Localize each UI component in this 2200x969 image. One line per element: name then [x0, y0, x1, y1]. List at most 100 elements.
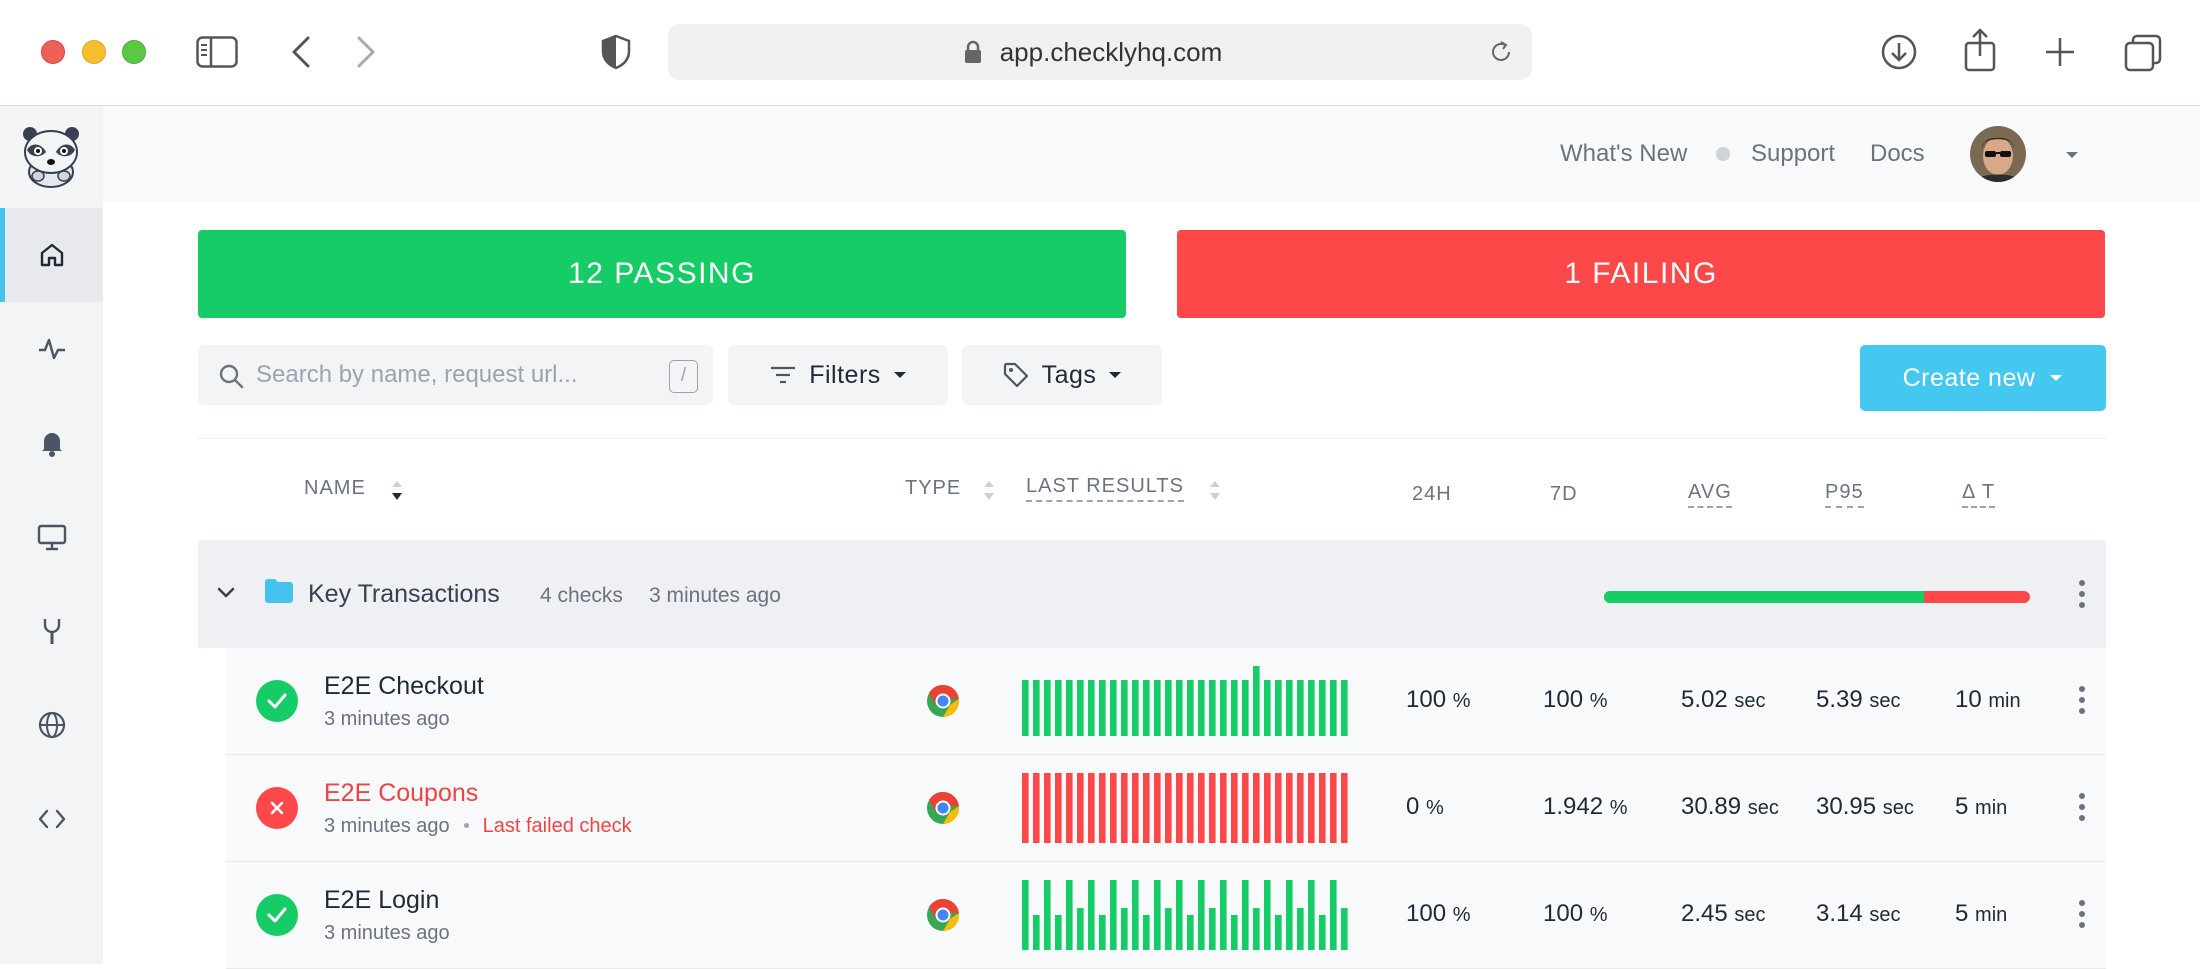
result-bar[interactable] [1165, 680, 1172, 736]
tab-overview-icon[interactable] [2124, 34, 2162, 72]
account-menu-caret-icon[interactable] [2064, 150, 2080, 160]
result-bar[interactable] [1209, 908, 1216, 950]
result-bar[interactable] [1110, 880, 1117, 950]
result-bar[interactable] [1297, 908, 1304, 950]
group-more-menu-icon[interactable] [2078, 580, 2086, 613]
sidebar-item-maintenance[interactable] [0, 584, 103, 678]
result-bar[interactable] [1044, 880, 1051, 950]
back-arrow-icon[interactable] [290, 36, 312, 68]
result-bar[interactable] [1121, 680, 1128, 736]
last-results-sparkline[interactable] [1022, 755, 1352, 862]
result-bar[interactable] [1033, 915, 1040, 950]
result-bar[interactable] [1275, 915, 1282, 950]
result-bar[interactable] [1220, 680, 1227, 736]
result-bar[interactable] [1231, 680, 1238, 736]
result-bar[interactable] [1066, 680, 1073, 736]
result-bar[interactable] [1319, 680, 1326, 736]
whats-new-link[interactable]: What's New [1560, 140, 1688, 167]
result-bar[interactable] [1176, 880, 1183, 950]
result-bar[interactable] [1132, 880, 1139, 950]
search-input[interactable] [254, 345, 654, 405]
result-bar[interactable] [1154, 880, 1161, 950]
result-bar[interactable] [1176, 773, 1183, 843]
filters-button[interactable]: Filters [728, 345, 948, 405]
downloads-icon[interactable] [1880, 33, 1918, 71]
result-bar[interactable] [1253, 773, 1260, 843]
raccoon-logo-icon[interactable] [18, 124, 84, 188]
result-bar[interactable] [1198, 773, 1205, 843]
result-bar[interactable] [1308, 680, 1315, 736]
sidebar-item-home[interactable] [0, 208, 103, 302]
result-bar[interactable] [1319, 915, 1326, 950]
group-name[interactable]: Key Transactions [308, 580, 500, 608]
result-bar[interactable] [1033, 773, 1040, 843]
check-name[interactable]: E2E Checkout [324, 672, 484, 700]
result-bar[interactable] [1088, 880, 1095, 950]
tags-button[interactable]: Tags [962, 345, 1162, 405]
column-header-name[interactable]: NAME [304, 477, 366, 499]
avatar[interactable] [1970, 126, 2026, 182]
sidebar-item-checks[interactable] [0, 302, 103, 396]
result-bar[interactable] [1143, 773, 1150, 843]
result-bar[interactable] [1264, 680, 1271, 736]
result-bar[interactable] [1253, 666, 1260, 736]
result-bar[interactable] [1187, 915, 1194, 950]
result-bar[interactable] [1231, 773, 1238, 843]
column-header-last-results[interactable]: LAST RESULTS [1026, 475, 1184, 502]
column-header-delta-t[interactable]: Δ T [1962, 481, 1996, 508]
result-bar[interactable] [1077, 908, 1084, 950]
address-bar[interactable]: app.checklyhq.com [668, 24, 1532, 80]
result-bar[interactable] [1253, 908, 1260, 950]
result-bar[interactable] [1110, 680, 1117, 736]
result-bar[interactable] [1187, 773, 1194, 843]
result-bar[interactable] [1077, 773, 1084, 843]
table-row[interactable]: E2E Login 3 minutes ago 100 % 100 % 2.45… [226, 862, 2106, 969]
sidebar-item-code[interactable] [0, 772, 103, 866]
sidebar-item-alerts[interactable] [0, 396, 103, 490]
result-bar[interactable] [1088, 773, 1095, 843]
result-bar[interactable] [1132, 773, 1139, 843]
chevron-down-icon[interactable] [216, 586, 236, 600]
result-bar[interactable] [1297, 773, 1304, 843]
column-header-avg[interactable]: AVG [1688, 481, 1732, 508]
row-more-menu-icon[interactable] [2078, 900, 2086, 933]
result-bar[interactable] [1286, 680, 1293, 736]
result-bar[interactable] [1242, 680, 1249, 736]
result-bar[interactable] [1033, 680, 1040, 736]
result-bar[interactable] [1275, 680, 1282, 736]
column-header-type[interactable]: TYPE [905, 477, 962, 499]
result-bar[interactable] [1198, 880, 1205, 950]
result-bar[interactable] [1264, 773, 1271, 843]
result-bar[interactable] [1143, 680, 1150, 736]
result-bar[interactable] [1110, 773, 1117, 843]
result-bar[interactable] [1099, 680, 1106, 736]
result-bar[interactable] [1165, 908, 1172, 950]
name-sort-icon[interactable] [390, 478, 404, 504]
check-name[interactable]: E2E Login [324, 886, 440, 914]
table-row[interactable]: E2E Coupons 3 minutes ago Last failed che… [226, 755, 2106, 862]
result-bar[interactable] [1330, 680, 1337, 736]
result-bar[interactable] [1209, 680, 1216, 736]
result-bar[interactable] [1099, 773, 1106, 843]
result-bar[interactable] [1220, 880, 1227, 950]
result-bar[interactable] [1165, 773, 1172, 843]
result-bar[interactable] [1154, 773, 1161, 843]
result-bar[interactable] [1275, 773, 1282, 843]
result-bar[interactable] [1220, 773, 1227, 843]
result-bar[interactable] [1044, 680, 1051, 736]
result-bar[interactable] [1044, 773, 1051, 843]
result-bar[interactable] [1022, 880, 1029, 950]
result-bar[interactable] [1264, 880, 1271, 950]
result-bar[interactable] [1209, 773, 1216, 843]
result-bar[interactable] [1341, 773, 1348, 843]
result-bar[interactable] [1121, 773, 1128, 843]
check-name[interactable]: E2E Coupons [324, 779, 479, 807]
failing-summary-banner[interactable]: 1 FAILING [1177, 230, 2105, 318]
create-new-button[interactable]: Create new [1860, 345, 2106, 411]
result-bar[interactable] [1198, 680, 1205, 736]
last-failed-check-link[interactable]: Last failed check [482, 815, 632, 837]
result-bar[interactable] [1143, 915, 1150, 950]
result-bar[interactable] [1187, 680, 1194, 736]
result-bar[interactable] [1297, 680, 1304, 736]
last-results-sparkline[interactable] [1022, 648, 1352, 755]
